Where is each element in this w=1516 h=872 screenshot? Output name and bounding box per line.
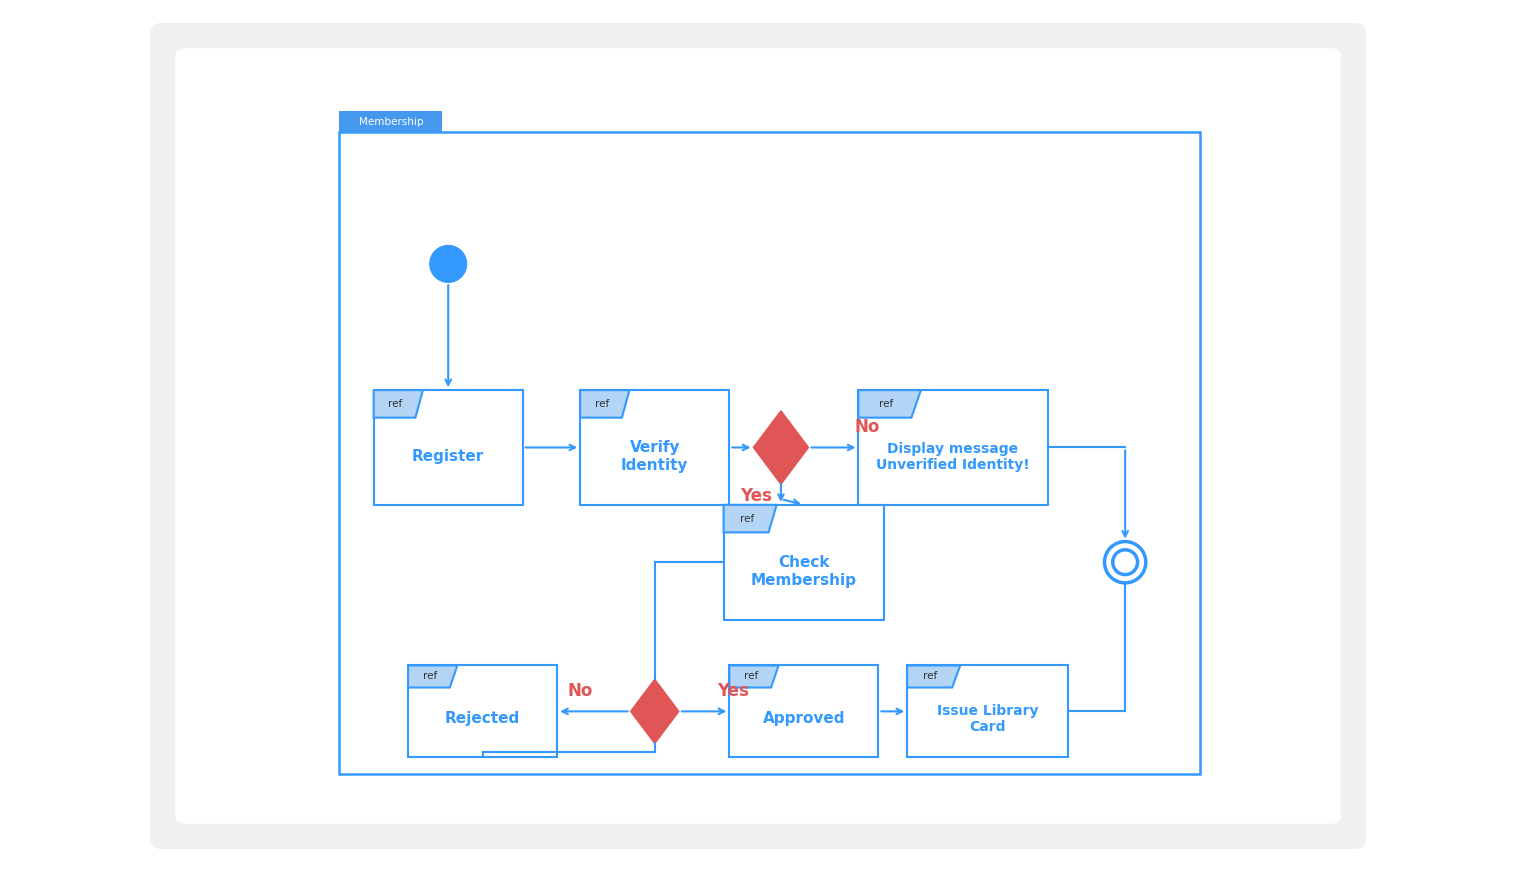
Text: Verify
Identity: Verify Identity (622, 440, 688, 473)
Bar (340, 112, 443, 132)
Text: Check
Membership: Check Membership (750, 555, 857, 588)
Polygon shape (753, 411, 808, 484)
Text: ref: ref (923, 671, 938, 682)
Bar (408, 665, 558, 757)
Bar (907, 665, 1067, 757)
Polygon shape (723, 505, 776, 533)
FancyBboxPatch shape (176, 48, 1340, 824)
FancyBboxPatch shape (150, 23, 1366, 849)
Text: ref: ref (594, 399, 609, 409)
Polygon shape (408, 665, 458, 687)
Bar (373, 390, 523, 505)
Polygon shape (729, 665, 779, 687)
Text: ref: ref (388, 399, 402, 409)
Circle shape (431, 246, 467, 283)
Text: Yes: Yes (740, 487, 772, 505)
Bar (340, 132, 1199, 774)
Text: Membership: Membership (359, 117, 423, 126)
Text: No: No (855, 418, 879, 436)
Text: Rejected: Rejected (446, 712, 520, 726)
Bar (581, 390, 729, 505)
Text: Register: Register (412, 449, 484, 464)
Polygon shape (373, 390, 423, 418)
Bar (723, 505, 884, 620)
Text: No: No (567, 682, 593, 699)
Polygon shape (858, 390, 920, 418)
Polygon shape (581, 390, 629, 418)
Polygon shape (907, 665, 960, 687)
Text: Issue Library
Card: Issue Library Card (937, 704, 1038, 734)
Text: Approved: Approved (763, 712, 844, 726)
Text: ref: ref (879, 399, 893, 409)
Text: ref: ref (740, 514, 753, 523)
Text: Yes: Yes (717, 682, 749, 699)
Text: Display message
Unverified Identity!: Display message Unverified Identity! (876, 441, 1029, 472)
Text: ref: ref (423, 671, 437, 682)
Text: ref: ref (744, 671, 758, 682)
Bar (729, 665, 878, 757)
Polygon shape (631, 679, 679, 744)
Bar (858, 390, 1048, 505)
